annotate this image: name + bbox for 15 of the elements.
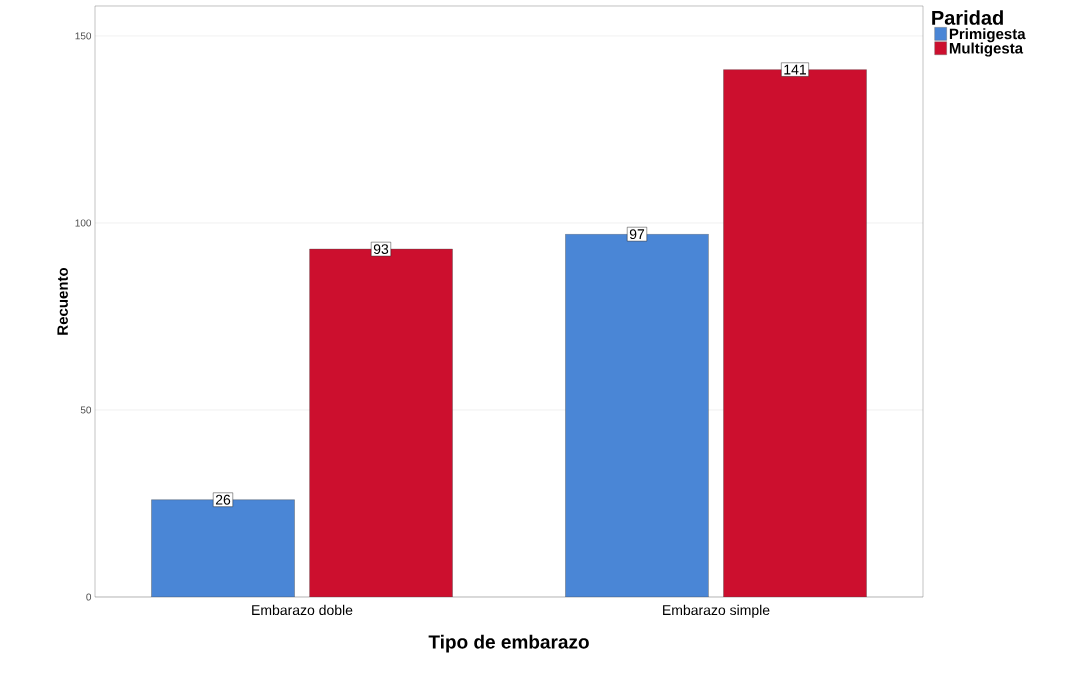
y-tick-label: 150 [75,32,92,40]
y-tick-label: 50 [80,406,92,414]
data-label: 141 [784,64,806,75]
x-tick-label: Embarazo doble [252,604,353,616]
x-tick-label: Embarazo simple [663,604,770,618]
legend-label: Primigesta [949,28,1026,43]
x-axis-title: Tipo de embarazo [428,634,589,653]
data-label: 97 [629,229,645,240]
y-axis-title: Recuento [57,267,68,335]
legend-title: Paridad [932,10,1003,25]
y-tick-label: 100 [75,219,92,227]
data-label: 26 [215,494,231,505]
y-tick-label: 0 [86,593,92,601]
data-label: 93 [373,244,389,255]
legend-label: Multigesta [949,42,1024,57]
